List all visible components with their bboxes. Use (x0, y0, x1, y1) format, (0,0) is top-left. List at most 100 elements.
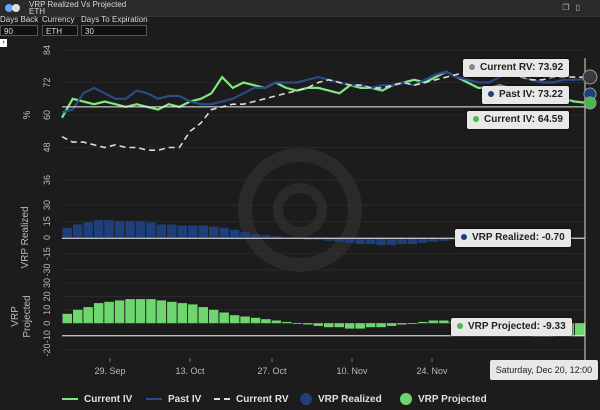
param-days-back: Days Back 90 (0, 16, 38, 36)
bar (355, 237, 365, 244)
app-subtitle: ETH (29, 7, 45, 16)
bar (376, 323, 386, 328)
bar (208, 309, 219, 324)
bar (135, 299, 146, 324)
days-back-label: Days Back (0, 15, 39, 24)
bar (397, 237, 407, 244)
bar (439, 320, 449, 324)
bar (188, 304, 198, 324)
bar (261, 319, 271, 324)
y-tick-label: -10 (42, 330, 52, 343)
series-line-current-rv (61, 65, 586, 151)
tooltip-past-iv-text: Past IV: 73.22 (499, 89, 563, 100)
bar (146, 222, 156, 238)
bar (114, 221, 125, 238)
y-axis-title: VRP (10, 306, 21, 327)
app-logo-icon (5, 4, 20, 12)
y-tick-label: 20 (42, 291, 52, 301)
bar (83, 222, 93, 238)
bar (324, 237, 334, 241)
bar (156, 224, 167, 238)
days-back-input[interactable]: 90 (0, 25, 38, 36)
past-iv-dot-icon (488, 91, 494, 98)
bookmark-icon[interactable]: ▯ (575, 3, 586, 12)
legend-item-current-rv[interactable]: Current RV (214, 388, 289, 410)
current-iv-dot-icon (473, 116, 479, 123)
y-tick-label: 15 (42, 216, 52, 226)
bar (418, 237, 428, 243)
top-bar: VRP Realized Vs Projected ETH ❐▯ (0, 0, 600, 17)
y-tick-label: 36 (42, 175, 52, 185)
y-tick-label: -15 (42, 247, 52, 260)
tooltip-vrp-projected-text: VRP Projected: -9.33 (468, 321, 566, 332)
y-axis-title: VRP Realized (20, 206, 31, 268)
bar (93, 220, 104, 238)
crosshair-date-label: Saturday, Dec 20, 12:00 (490, 360, 598, 380)
copy-icon[interactable]: ❐ (562, 3, 576, 12)
sidebar-toggle-button[interactable]: › (0, 39, 7, 47)
bar (93, 303, 104, 324)
current-rv-dot-icon (469, 64, 475, 71)
legend-current-iv-label: Current IV (84, 393, 133, 405)
legend-vrp-projected-label: VRP Projected (418, 393, 487, 405)
tooltip-current-rv-text: Current RV: 73.92 (480, 62, 564, 73)
x-tick-label: 27. Oct (257, 366, 287, 376)
bar (334, 237, 344, 242)
legend-item-vrp-realized[interactable]: VRP Realized (300, 388, 382, 410)
legend-item-past-iv[interactable]: Past IV (146, 388, 201, 410)
days-to-expiration-input[interactable]: 30 (81, 25, 147, 36)
bar (386, 237, 397, 246)
series-line-past-iv (61, 70, 586, 114)
past-iv-line-icon (146, 398, 162, 400)
bar (250, 317, 261, 324)
legend-vrp-realized-label: VRP Realized (318, 393, 382, 405)
y-tick-label: 60 (42, 110, 52, 120)
bar (334, 323, 344, 328)
bar (135, 221, 146, 238)
bar (365, 323, 376, 328)
vrp-realized-legend-dot-icon (300, 393, 312, 405)
x-tick-label: 10. Nov (336, 366, 368, 376)
bar (156, 300, 167, 324)
bar (303, 323, 313, 325)
x-tick-label: 29. Sep (94, 366, 125, 376)
bar (240, 316, 250, 324)
bar (292, 323, 303, 324)
tooltip-past-iv: Past IV: 73.22 (482, 86, 569, 104)
bar (229, 315, 240, 324)
x-tick-label: 13. Oct (175, 366, 205, 376)
vrp-projected-dot-icon (457, 323, 463, 330)
tooltip-vrp-realized-text: VRP Realized: -0.70 (472, 232, 565, 243)
param-currency: Currency ETH (42, 16, 78, 36)
bar (324, 323, 334, 328)
bar (62, 227, 72, 238)
y-tick-label: -30 (42, 263, 52, 276)
y-tick-label: 72 (42, 77, 52, 87)
legend-item-current-iv[interactable]: Current IV (62, 388, 132, 410)
y-tick-label: 10 (42, 305, 52, 315)
bar (219, 227, 229, 238)
crosshair-marker-current-iv (583, 96, 597, 110)
bar (418, 321, 428, 324)
y-tick-label: 30 (42, 200, 52, 210)
bar (428, 237, 439, 242)
bar (344, 237, 355, 243)
bar (167, 301, 177, 324)
watermark-logo-icon (238, 148, 362, 272)
y-tick-label: 84 (42, 45, 52, 55)
y-axis-title: % (22, 110, 33, 119)
bar (271, 320, 282, 324)
currency-input[interactable]: ETH (42, 25, 78, 36)
bar (73, 224, 83, 238)
legend-past-iv-label: Past IV (168, 393, 202, 405)
y-tick-label: 30 (42, 278, 52, 288)
bar (397, 323, 407, 325)
legend-item-vrp-projected[interactable]: VRP Projected (400, 388, 487, 410)
bar (271, 236, 282, 238)
vrp-projected-legend-dot-icon (400, 393, 412, 405)
current-rv-dashed-line-icon (214, 398, 230, 400)
bar (355, 323, 365, 329)
bar (365, 237, 376, 244)
crosshair-marker-current-rv (582, 69, 598, 85)
days-to-expiration-label: Days To Expiration (81, 15, 148, 24)
